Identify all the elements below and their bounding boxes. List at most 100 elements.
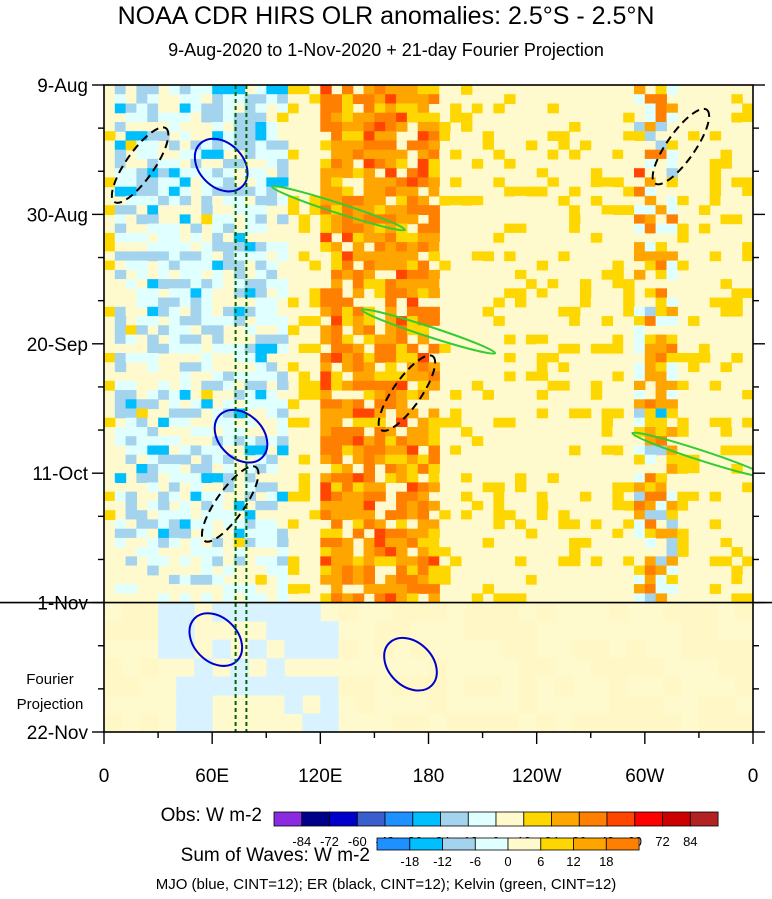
field-cell (147, 177, 159, 188)
field-cell (352, 380, 365, 391)
field-cell (114, 306, 127, 317)
field-cell (634, 214, 646, 225)
projection-cell (140, 713, 159, 732)
field-cell (147, 122, 159, 132)
field-cell (125, 445, 137, 456)
field-cell (147, 103, 159, 114)
projection-cell (266, 621, 285, 641)
field-cell (309, 500, 321, 511)
field-cell (104, 232, 116, 243)
field-cell (450, 94, 462, 104)
field-cell (374, 195, 386, 206)
field-cell (255, 417, 267, 428)
field-cell (104, 528, 116, 539)
field-cell (655, 500, 667, 511)
field-cell (515, 279, 527, 289)
field-cell (201, 94, 213, 104)
field-cell (666, 103, 678, 114)
field-cell (623, 500, 635, 511)
field-cell (320, 232, 332, 243)
y-tick-label: 20-Sep (27, 335, 88, 356)
field-cell (655, 528, 667, 539)
field-cell (374, 205, 386, 215)
projection-cell (248, 602, 267, 622)
field-cell (385, 131, 397, 141)
field-cell (385, 436, 397, 446)
field-cell (385, 362, 397, 373)
field-cell (158, 380, 170, 391)
obs-colorbar-swatch (329, 811, 358, 827)
field-cell (439, 94, 451, 104)
field-cell (731, 112, 743, 123)
field-cell (212, 177, 224, 188)
field-cell (320, 158, 332, 169)
field-cell (363, 177, 375, 188)
field-cell (406, 362, 419, 373)
field-cell (720, 158, 732, 169)
field-cell (634, 94, 646, 104)
field-cell (201, 390, 213, 400)
field-cell (731, 353, 743, 363)
field-cell (255, 112, 267, 123)
field-cell (677, 537, 689, 548)
field-cell (536, 353, 549, 363)
field-cell (536, 85, 549, 95)
field-cell (223, 528, 235, 539)
field-cell (634, 491, 646, 502)
field-cell (266, 306, 278, 317)
field-cell (363, 131, 375, 141)
field-cell (233, 528, 246, 539)
field-cell (147, 242, 159, 252)
field-cell (644, 500, 657, 511)
field-cell (179, 316, 192, 326)
field-cell (363, 537, 375, 548)
field-cell (277, 325, 289, 336)
field-cell (223, 537, 235, 548)
field-cell (644, 454, 657, 465)
field-cell (320, 482, 332, 493)
field-cell (666, 223, 678, 234)
field-cell (374, 537, 386, 548)
field-cell (579, 223, 592, 234)
field-cell (266, 556, 278, 567)
field-cell (363, 251, 375, 262)
projection-cell (212, 676, 231, 696)
field-cell (168, 297, 181, 308)
projection-cell (464, 621, 484, 641)
field-cell (244, 205, 256, 215)
er-contour (110, 126, 170, 204)
field-cell (363, 473, 375, 483)
field-cell (179, 325, 192, 336)
y-tick-label: 22-Nov (27, 723, 89, 744)
field-cell (612, 399, 624, 410)
field-cell (342, 223, 354, 234)
field-cell (396, 260, 408, 271)
field-cell (634, 417, 646, 428)
field-cell (579, 195, 592, 206)
field-cell (147, 565, 159, 576)
field-cell (168, 556, 181, 567)
projection-cell (716, 713, 736, 732)
obs-colorbar-tick: 72 (655, 834, 669, 849)
field-cell (417, 195, 430, 206)
field-cell (104, 140, 116, 151)
field-cell (439, 510, 451, 520)
field-cell (255, 473, 267, 483)
field-cell (114, 232, 127, 243)
waves-colorbar-tick: 12 (566, 854, 580, 869)
field-cell (179, 260, 192, 271)
field-cell (223, 177, 235, 188)
field-cell (385, 140, 397, 151)
field-cell (504, 593, 516, 604)
field-cell (277, 149, 289, 160)
field-cell (223, 140, 235, 151)
field-cell (417, 103, 430, 114)
field-cell (104, 491, 116, 502)
field-cell (244, 112, 256, 123)
field-cell (255, 482, 267, 493)
field-cell (396, 445, 408, 456)
field-cell (244, 353, 256, 363)
field-cell (515, 473, 527, 483)
projection-cell (194, 658, 213, 678)
field-cell (320, 547, 332, 557)
